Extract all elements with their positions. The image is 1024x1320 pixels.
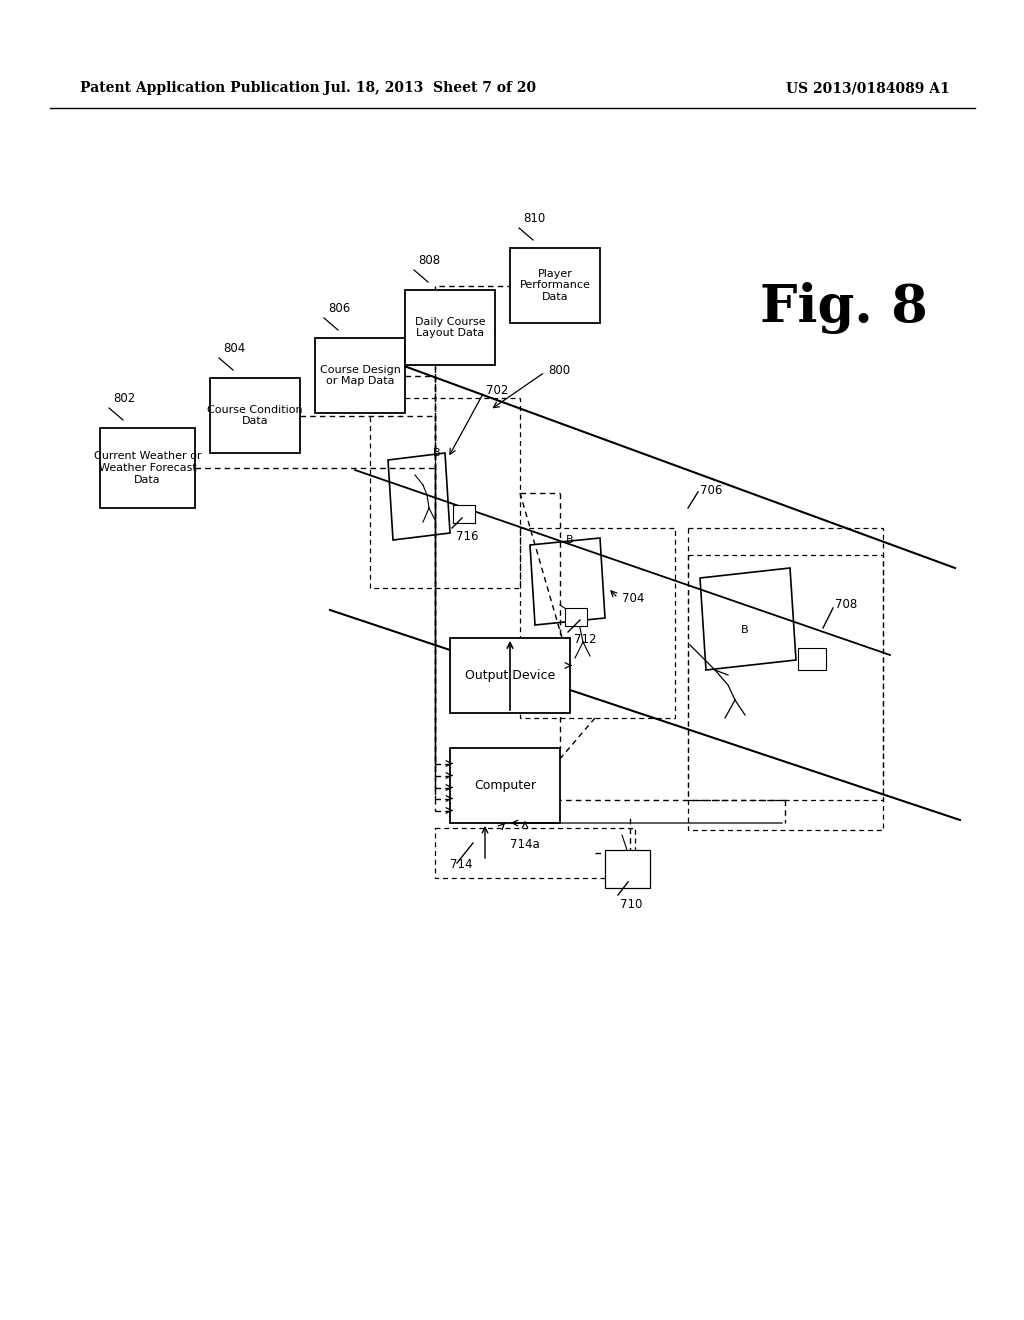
- Bar: [210, 378, 300, 453]
- Text: 806: 806: [328, 302, 350, 315]
- Bar: [450, 638, 570, 713]
- Text: Fig. 8: Fig. 8: [760, 282, 928, 334]
- Bar: [370, 399, 520, 587]
- Text: B: B: [433, 447, 440, 458]
- Text: 808: 808: [418, 253, 440, 267]
- Text: US 2013/0184089 A1: US 2013/0184089 A1: [786, 81, 950, 95]
- Text: 810: 810: [523, 213, 545, 224]
- Text: 710: 710: [620, 898, 642, 911]
- Text: Jul. 18, 2013  Sheet 7 of 20: Jul. 18, 2013 Sheet 7 of 20: [324, 81, 536, 95]
- Text: Computer: Computer: [474, 779, 536, 792]
- Text: 800: 800: [548, 363, 570, 376]
- Text: Output Device: Output Device: [465, 669, 555, 682]
- Bar: [450, 748, 560, 822]
- Text: Current Weather or
Weather Forecast
Data: Current Weather or Weather Forecast Data: [94, 451, 202, 484]
- Text: Course Condition
Data: Course Condition Data: [207, 405, 303, 426]
- Text: B: B: [741, 624, 749, 635]
- Text: 714a: 714a: [510, 838, 540, 851]
- Text: Patent Application Publication: Patent Application Publication: [80, 81, 319, 95]
- Text: 716: 716: [456, 531, 478, 543]
- Bar: [520, 528, 675, 718]
- Text: 704: 704: [622, 591, 644, 605]
- Text: 804: 804: [223, 342, 246, 355]
- Text: Daily Course
Layout Data: Daily Course Layout Data: [415, 317, 485, 338]
- Text: 702: 702: [486, 384, 508, 396]
- Bar: [453, 506, 475, 523]
- Bar: [605, 850, 650, 888]
- Bar: [565, 609, 587, 626]
- Bar: [406, 290, 495, 366]
- Bar: [435, 828, 635, 878]
- Bar: [688, 554, 883, 800]
- Bar: [100, 428, 195, 508]
- Bar: [510, 248, 600, 323]
- Text: Course Design
or Map Data: Course Design or Map Data: [319, 364, 400, 387]
- Text: 714: 714: [450, 858, 472, 871]
- Text: 708: 708: [835, 598, 857, 611]
- Text: 802: 802: [113, 392, 135, 405]
- Text: B: B: [566, 535, 573, 545]
- Bar: [688, 528, 883, 830]
- Bar: [798, 648, 826, 671]
- Text: Player
Performance
Data: Player Performance Data: [519, 269, 591, 302]
- Text: 712: 712: [574, 634, 597, 645]
- Bar: [315, 338, 406, 413]
- Text: 706: 706: [700, 483, 722, 496]
